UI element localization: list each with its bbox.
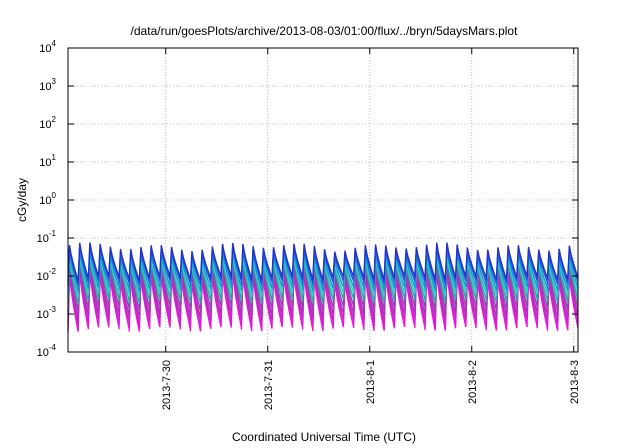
- series-line: [67, 267, 579, 326]
- series-line: [67, 253, 579, 298]
- series-line: [67, 257, 579, 304]
- y-tick-label: 10-1: [37, 229, 57, 245]
- y-tick-label: 101: [39, 153, 56, 169]
- x-axis-ticks: 2013-7-30 2013-7-31 2013-8-1 2013-8-2 2013-8…: [161, 48, 581, 410]
- y-tick-label: 10-3: [37, 305, 57, 321]
- x-tick-label: 2013-8-2: [467, 360, 479, 404]
- x-tick-label: 2013-7-31: [263, 360, 275, 410]
- y-tick-label: 10-4: [37, 343, 57, 359]
- y-tick-label: 102: [39, 115, 56, 131]
- y-tick-label: 104: [39, 39, 56, 55]
- x-axis-label: Coordinated Universal Time (UTC): [232, 430, 416, 444]
- y-tick-label: 100: [39, 191, 56, 207]
- series-line: [67, 264, 579, 319]
- series-line: [67, 260, 579, 312]
- series-line: [67, 245, 579, 286]
- x-tick-label: 2013-7-30: [161, 360, 173, 410]
- series-line: [67, 242, 579, 282]
- x-tick-label: 2013-8-3: [569, 360, 581, 404]
- series-group: [67, 242, 579, 332]
- y-tick-label: 10-2: [37, 267, 57, 283]
- series-line: [67, 249, 579, 293]
- series-line: [67, 271, 579, 332]
- x-tick-label: 2013-8-1: [365, 360, 377, 404]
- chart-title: /data/run/goesPlots/archive/2013-08-03/0…: [131, 24, 519, 38]
- y-tick-label: 103: [39, 77, 56, 93]
- y-axis-label: cGy/day: [15, 178, 29, 222]
